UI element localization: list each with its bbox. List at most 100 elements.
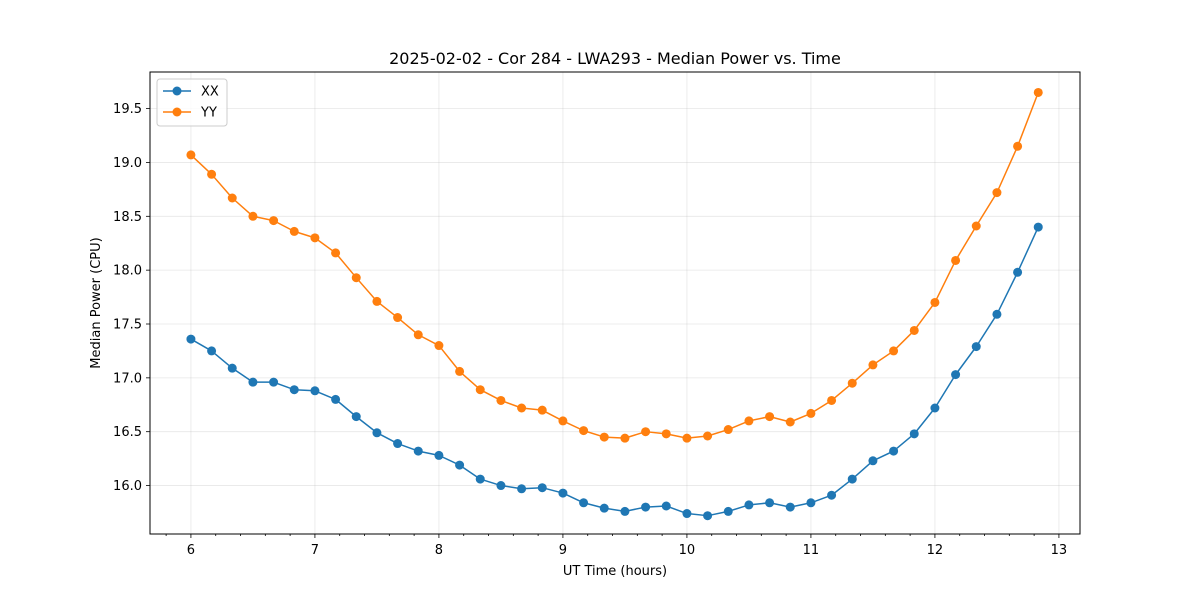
data-point-yy — [909, 325, 919, 335]
legend-marker-xx — [172, 86, 182, 96]
y-tick-label: 17.0 — [113, 371, 142, 386]
data-point-yy — [186, 150, 196, 160]
data-point-xx — [248, 377, 258, 387]
data-point-xx — [765, 498, 775, 508]
data-point-yy — [248, 211, 258, 221]
data-point-yy — [331, 248, 341, 258]
data-point-xx — [806, 498, 816, 508]
data-point-xx — [785, 502, 795, 512]
x-tick-label: 9 — [559, 543, 567, 558]
data-point-xx — [827, 490, 837, 500]
data-point-yy — [723, 425, 733, 435]
x-tick-label: 13 — [1051, 543, 1068, 558]
data-point-yy — [496, 395, 506, 405]
x-axis-label: UT Time (hours) — [563, 564, 667, 579]
y-tick-label: 19.5 — [113, 102, 142, 117]
data-point-yy — [930, 297, 940, 307]
data-point-xx — [1033, 222, 1043, 232]
data-point-yy — [413, 330, 423, 340]
data-point-yy — [351, 273, 361, 283]
data-point-yy — [599, 432, 609, 442]
axis-ticks: 6 7 8 9 10 11 12 13 16.0 16.5 17.0 17.5 18.0 18.5 19.0… — [113, 102, 1067, 558]
x-tick-label: 7 — [311, 543, 319, 558]
data-point-yy — [703, 431, 713, 441]
data-point-yy — [620, 433, 630, 443]
data-point-xx — [951, 370, 961, 380]
data-point-yy — [1033, 87, 1043, 97]
y-axis-label: Median Power (CPU) — [89, 237, 104, 368]
data-point-xx — [310, 386, 320, 396]
data-point-yy — [455, 366, 465, 376]
legend-label-yy: YY — [200, 106, 217, 121]
data-point-xx — [971, 342, 981, 352]
data-point-yy — [661, 429, 671, 439]
series-layer — [186, 87, 1043, 521]
data-point-yy — [847, 378, 857, 388]
data-point-yy — [289, 226, 299, 236]
data-point-yy — [951, 255, 961, 265]
data-point-xx — [703, 511, 713, 521]
data-point-xx — [227, 363, 237, 373]
data-point-xx — [579, 498, 589, 508]
data-point-yy — [558, 416, 568, 426]
data-point-yy — [434, 341, 444, 351]
data-point-yy — [372, 296, 382, 306]
data-point-yy — [806, 408, 816, 418]
x-tick-label: 8 — [435, 543, 443, 558]
data-point-xx — [558, 488, 568, 498]
legend-label-xx: XX — [201, 85, 219, 100]
data-point-xx — [351, 412, 361, 422]
grid — [150, 72, 1080, 534]
data-point-xx — [889, 446, 899, 456]
y-tick-label: 16.0 — [113, 479, 142, 494]
data-point-yy — [579, 426, 589, 436]
data-point-xx — [992, 309, 1002, 319]
x-tick-label: 6 — [187, 543, 195, 558]
data-point-yy — [207, 169, 217, 179]
data-point-yy — [269, 216, 279, 226]
data-point-xx — [930, 403, 940, 413]
data-point-yy — [868, 360, 878, 370]
data-point-xx — [620, 506, 630, 516]
data-point-xx — [289, 385, 299, 395]
data-point-yy — [971, 221, 981, 231]
series-yy — [186, 87, 1043, 443]
data-point-xx — [372, 428, 382, 438]
plot-frame — [149, 71, 1081, 535]
x-tick-label: 12 — [927, 543, 944, 558]
data-point-xx — [1013, 267, 1023, 277]
data-point-xx — [434, 450, 444, 460]
legend-entry-xx: XX — [163, 85, 219, 100]
data-point-xx — [723, 506, 733, 516]
data-point-xx — [517, 484, 527, 494]
legend-entry-yy: YY — [163, 106, 217, 121]
data-point-xx — [413, 446, 423, 456]
data-point-xx — [661, 501, 671, 511]
data-point-yy — [517, 403, 527, 413]
data-point-xx — [186, 334, 196, 344]
data-point-xx — [847, 474, 857, 484]
data-point-yy — [785, 417, 795, 427]
legend-marker-yy — [172, 107, 182, 117]
data-point-xx — [909, 429, 919, 439]
data-point-xx — [868, 456, 878, 466]
y-tick-label: 16.5 — [113, 425, 142, 440]
data-point-yy — [827, 395, 837, 405]
data-point-yy — [537, 405, 547, 415]
chart-title: 2025-02-02 - Cor 284 - LWA293 - Median P… — [389, 49, 841, 68]
data-point-yy — [744, 416, 754, 426]
data-point-yy — [682, 433, 692, 443]
data-point-xx — [496, 481, 506, 491]
data-point-xx — [537, 483, 547, 493]
data-point-xx — [475, 474, 485, 484]
data-point-xx — [599, 503, 609, 513]
data-point-xx — [682, 509, 692, 519]
legend: XX YY — [156, 78, 228, 127]
y-tick-label: 18.0 — [113, 264, 142, 279]
data-point-yy — [475, 385, 485, 395]
y-tick-label: 17.5 — [113, 318, 142, 333]
x-tick-label: 11 — [803, 543, 820, 558]
data-point-xx — [207, 346, 217, 356]
data-point-yy — [227, 193, 237, 203]
